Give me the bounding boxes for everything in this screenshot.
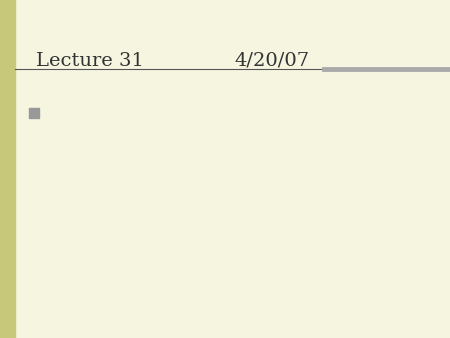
Point bbox=[30, 111, 37, 116]
Text: Lecture 31: Lecture 31 bbox=[36, 52, 144, 70]
Bar bbox=[0, 0, 15, 338]
Text: 4/20/07: 4/20/07 bbox=[234, 52, 309, 70]
